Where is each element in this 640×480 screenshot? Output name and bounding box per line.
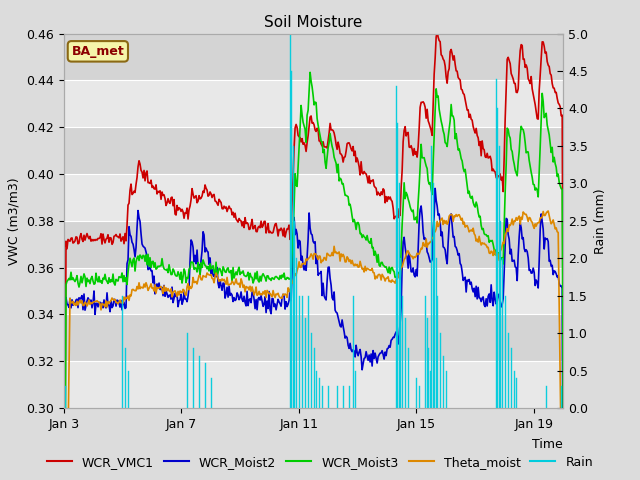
Legend: WCR_VMC1, WCR_Moist2, WCR_Moist3, Theta_moist, Rain: WCR_VMC1, WCR_Moist2, WCR_Moist3, Theta_… <box>42 451 598 474</box>
Bar <box>64 34 563 80</box>
Bar <box>64 314 563 361</box>
Bar <box>64 127 563 174</box>
Y-axis label: Rain (mm): Rain (mm) <box>594 188 607 253</box>
Bar <box>64 361 563 408</box>
Y-axis label: VWC (m3/m3): VWC (m3/m3) <box>8 177 21 264</box>
Bar <box>64 267 563 314</box>
Bar <box>64 80 563 127</box>
Text: Time: Time <box>532 438 563 451</box>
Bar <box>64 174 563 221</box>
Bar <box>64 221 563 267</box>
Title: Soil Moisture: Soil Moisture <box>264 15 363 30</box>
Text: BA_met: BA_met <box>72 45 124 58</box>
